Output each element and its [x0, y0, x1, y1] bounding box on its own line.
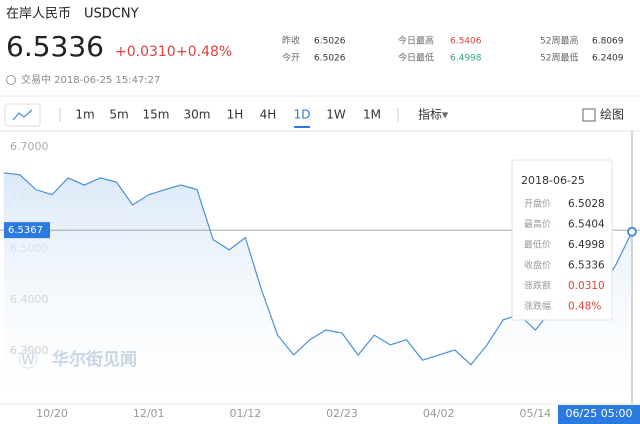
tooltip-value: 6.4998 — [568, 239, 605, 251]
line-icon — [12, 109, 33, 121]
x-tick-label: 06/25 05:00 — [566, 407, 633, 420]
draw-button[interactable]: 绘图 — [600, 107, 624, 122]
stat-value: 6.5026 — [314, 54, 346, 64]
chart-type-button[interactable] — [4, 103, 41, 127]
stat-label: 今日最低 — [398, 52, 434, 64]
indicator-menu[interactable]: 指标 — [418, 107, 442, 122]
tooltip: 2018-06-25 开盘价 6.5028 最高价 6.5404 最低价 6.4998 收盘价… — [511, 159, 613, 321]
tooltip-label: 最高价 — [524, 218, 551, 230]
header: 在岸人民币 USDCNY 6.5336 +0.0310 +0.48% 交易中 2… — [6, 7, 232, 86]
clock-icon — [6, 75, 16, 85]
tooltip-label: 涨跌额 — [524, 280, 551, 292]
reference-label: 6.5367 — [8, 225, 43, 236]
symbol: USDCNY — [84, 7, 139, 22]
tooltip-label: 开盘价 — [524, 198, 551, 210]
period-button[interactable]: 5m — [109, 108, 128, 122]
stat-value: 6.4998 — [450, 54, 482, 64]
draw-icon — [582, 108, 596, 122]
watermark: 华尔街见闻 — [52, 349, 137, 370]
cursor-dot — [627, 226, 637, 237]
change: +0.0310 — [115, 44, 176, 60]
tooltip-value: 6.5028 — [568, 198, 605, 210]
tooltip-value: 6.5404 — [568, 219, 605, 231]
tooltip-label: 涨跌幅 — [524, 300, 551, 312]
price: 6.5336 — [6, 30, 104, 63]
title: 在岸人民币 — [6, 7, 71, 22]
change-pct: +0.48% — [176, 44, 232, 60]
reference-label-bg — [4, 222, 50, 239]
stat-value: 6.5406 — [450, 37, 482, 47]
period-button[interactable]: 4H — [260, 108, 277, 122]
tooltip-label: 收盘价 — [524, 259, 551, 271]
period-button[interactable]: 1M — [363, 108, 381, 122]
period-button[interactable]: 1W — [326, 108, 346, 122]
x-tick-label: 05/14 — [519, 407, 551, 420]
y-tick-label: 6.7000 — [10, 140, 49, 153]
x-tick-label: 10/20 — [36, 407, 68, 420]
x-tick-label: 02/23 — [326, 407, 358, 420]
price-line — [3, 172, 633, 366]
watermark-logo: Ⓦ — [18, 348, 38, 372]
tooltip-value: 0.48% — [568, 301, 601, 313]
cursor-date-bg — [558, 405, 640, 424]
stat-label: 今日最高 — [398, 35, 434, 47]
period-button[interactable]: 1H — [227, 108, 244, 122]
tooltip-value: 6.5336 — [568, 260, 605, 272]
stat-value: 6.8069 — [592, 37, 624, 47]
x-tick-label: 01/12 — [230, 407, 262, 420]
period-button[interactable]: 15m — [143, 108, 170, 122]
tooltip-label: 最低价 — [524, 239, 551, 251]
x-tick-label: 12/01 — [133, 407, 165, 420]
x-tick-label: 04/02 — [423, 407, 455, 420]
stat-label: 52周最低 — [540, 52, 578, 64]
stat-value: 6.5026 — [314, 37, 346, 47]
period-button[interactable]: 1D — [294, 108, 311, 122]
stat-value: 6.2409 — [592, 54, 624, 64]
tooltip-date: 2018-06-25 — [521, 174, 585, 187]
stat-label: 昨收 — [282, 35, 300, 47]
tooltip-value: 0.0310 — [568, 280, 605, 292]
status: 交易中 2018-06-25 15:47:27 — [21, 73, 160, 86]
stat-label: 52周最高 — [540, 35, 578, 47]
period-button[interactable]: 1m — [75, 108, 94, 122]
tooltip-box — [511, 159, 613, 321]
dropdown-arrow: ▼ — [442, 111, 449, 120]
stat-label: 今开 — [282, 52, 300, 64]
period-button[interactable]: 30m — [184, 108, 211, 122]
